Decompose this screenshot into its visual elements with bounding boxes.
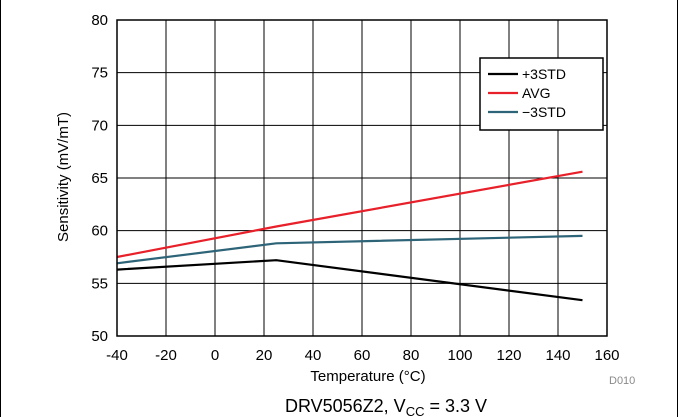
y-tick-label: 75 [91, 65, 108, 82]
caption-prefix: DRV5056Z2, V [285, 396, 406, 416]
series-line-1 [116, 259, 583, 302]
series-lines [116, 170, 583, 302]
x-tick-label: 60 [354, 347, 371, 364]
x-tick-label: 20 [256, 347, 273, 364]
x-tick-label: 160 [594, 347, 619, 364]
y-tick-label: 80 [91, 12, 108, 29]
caption-subscript: CC [406, 404, 425, 417]
y-tick-label: 70 [91, 117, 108, 134]
legend-label-1: +3STD [522, 66, 566, 82]
x-tick-labels: -40 -20 0 20 40 60 80 100 120 140 160 [106, 347, 619, 364]
series-line-2 [116, 170, 583, 259]
x-tick-label: 0 [211, 347, 219, 364]
series-line-3 [116, 234, 583, 265]
y-tick-label: 60 [91, 223, 108, 240]
y-tick-label: 50 [91, 328, 108, 345]
x-tick-label: 120 [496, 347, 521, 364]
plot-border [116, 19, 608, 337]
legend: +3STD AVG −3STD [479, 57, 604, 131]
x-axis-label: Temperature (°C) [310, 368, 425, 385]
figure-caption: DRV5056Z2, VCC = 3.3 V [285, 396, 487, 417]
legend-label-2: AVG [522, 85, 551, 101]
x-tick-label: 140 [545, 347, 570, 364]
caption-suffix: = 3.3 V [424, 396, 487, 416]
x-tick-label: -20 [155, 347, 177, 364]
legend-label-3: −3STD [522, 104, 566, 120]
y-tick-labels: 50 55 60 65 70 75 80 [91, 12, 108, 345]
y-axis-label: Sensitivity (mV/mT) [55, 112, 72, 242]
x-tick-label: 100 [447, 347, 472, 364]
y-tick-label: 55 [91, 275, 108, 292]
figure-code: D010 [609, 375, 635, 387]
y-tick-label: 65 [91, 170, 108, 187]
x-tick-label: 80 [403, 347, 420, 364]
x-tick-label: 40 [305, 347, 322, 364]
x-tick-label: -40 [106, 347, 128, 364]
